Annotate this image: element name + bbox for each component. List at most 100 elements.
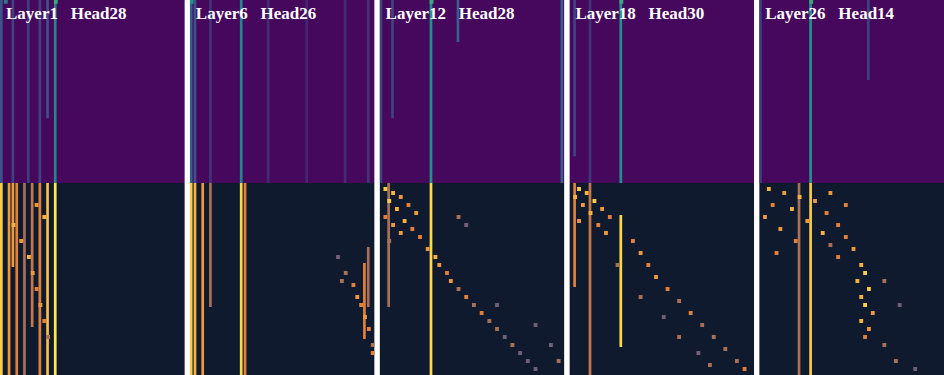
attention-stripe bbox=[209, 0, 212, 183]
panel: Layer26 Head14 bbox=[759, 0, 944, 375]
attention-cell bbox=[829, 191, 833, 195]
attention-cell bbox=[608, 215, 612, 219]
attention-cell bbox=[577, 219, 581, 223]
attention-cell bbox=[371, 351, 375, 355]
attention-cell bbox=[898, 303, 902, 307]
attention-stripe bbox=[809, 183, 812, 375]
attention-cell bbox=[39, 303, 43, 307]
heatmap-background bbox=[380, 183, 565, 375]
attention-stripe bbox=[0, 0, 3, 183]
attention-cell bbox=[743, 367, 747, 371]
attention-cell bbox=[534, 367, 538, 371]
attention-cell bbox=[457, 215, 461, 219]
panel: Layer6 Head26 bbox=[190, 0, 375, 375]
attention-cell bbox=[42, 319, 46, 323]
heatmap bbox=[190, 0, 375, 183]
attention-cell bbox=[700, 323, 704, 327]
attention-cell bbox=[639, 251, 643, 255]
attention-cell bbox=[836, 255, 840, 259]
attention-stripe bbox=[23, 183, 26, 375]
attention-cell bbox=[190, 0, 194, 4]
attention-cell bbox=[27, 255, 31, 259]
attention-cell bbox=[805, 219, 809, 223]
attention-cell bbox=[813, 199, 817, 203]
attention-cell bbox=[604, 231, 608, 235]
attention-cell bbox=[449, 279, 453, 283]
attention-cell bbox=[35, 287, 39, 291]
attention-cell bbox=[495, 303, 499, 307]
attention-stripe bbox=[39, 0, 42, 183]
heatmap-background bbox=[759, 183, 944, 375]
attention-cell bbox=[549, 343, 553, 347]
panel-title: Layer12 Head28 bbox=[386, 4, 515, 23]
attention-cell bbox=[662, 315, 666, 319]
heatmap-background bbox=[0, 183, 185, 375]
heatmap-background bbox=[759, 0, 944, 183]
attention-cell bbox=[577, 187, 581, 191]
heatmap-background bbox=[190, 0, 375, 183]
attention-cell bbox=[775, 251, 779, 255]
attention-cell bbox=[735, 359, 739, 363]
attention-stripe bbox=[619, 0, 622, 183]
heatmap-background bbox=[569, 0, 754, 183]
panel-title: Layer1 Head28 bbox=[6, 4, 126, 23]
heatmap bbox=[190, 183, 375, 375]
attention-cell bbox=[859, 319, 863, 323]
attention-stripe bbox=[589, 0, 592, 183]
panel-title: Layer26 Head14 bbox=[765, 4, 894, 23]
attention-cell bbox=[677, 335, 681, 339]
attention-stripe bbox=[39, 183, 42, 375]
attention-stripe bbox=[367, 247, 370, 307]
attention-cell bbox=[511, 343, 515, 347]
attention-stripe bbox=[31, 183, 34, 327]
heatmap bbox=[0, 183, 185, 375]
attention-cell bbox=[480, 311, 484, 315]
attention-stripe bbox=[201, 183, 204, 375]
heatmap bbox=[380, 0, 565, 183]
attention-cell bbox=[503, 335, 507, 339]
attention-stripe bbox=[15, 183, 18, 375]
attention-stripe bbox=[194, 0, 197, 183]
attention-cell bbox=[852, 247, 856, 251]
attention-cell bbox=[487, 319, 491, 323]
attention-stripe bbox=[209, 183, 212, 307]
attention-stripe bbox=[46, 183, 49, 375]
attention-stripe bbox=[573, 0, 576, 156]
attention-cell bbox=[867, 327, 871, 331]
attention-cell bbox=[859, 295, 863, 299]
attention-stripe bbox=[619, 215, 622, 347]
attention-cell bbox=[859, 263, 863, 267]
attention-cell bbox=[723, 347, 727, 351]
attention-cell bbox=[882, 279, 886, 283]
attention-cell bbox=[46, 335, 50, 339]
attention-cell bbox=[863, 335, 867, 339]
attention-cell bbox=[593, 199, 597, 203]
attention-cell bbox=[894, 359, 898, 363]
heatmap bbox=[569, 183, 754, 375]
attention-cell bbox=[344, 271, 348, 275]
attention-cell bbox=[585, 191, 589, 195]
attention-cell bbox=[581, 203, 585, 207]
attention-cell bbox=[403, 219, 407, 223]
attention-cell bbox=[708, 363, 712, 367]
attention-cell bbox=[829, 243, 833, 247]
attention-cell bbox=[616, 263, 620, 267]
heatmap bbox=[569, 0, 754, 183]
attention-cell bbox=[631, 239, 635, 243]
attention-stripe bbox=[194, 183, 197, 375]
attention-stripe bbox=[54, 0, 57, 183]
attention-cell bbox=[712, 335, 716, 339]
attention-stripe bbox=[759, 0, 762, 183]
attention-stripe bbox=[367, 0, 370, 183]
attention-stripe bbox=[267, 0, 270, 183]
attention-cell bbox=[689, 311, 693, 315]
attention-cell bbox=[367, 327, 371, 331]
attention-cell bbox=[352, 283, 356, 287]
attention-cell bbox=[871, 311, 875, 315]
attention-cell bbox=[639, 295, 643, 299]
attention-stripe bbox=[380, 0, 383, 183]
attention-cell bbox=[589, 211, 593, 215]
attention-stripe bbox=[305, 0, 308, 183]
attention-cell bbox=[767, 187, 771, 191]
attention-cell bbox=[426, 247, 430, 251]
